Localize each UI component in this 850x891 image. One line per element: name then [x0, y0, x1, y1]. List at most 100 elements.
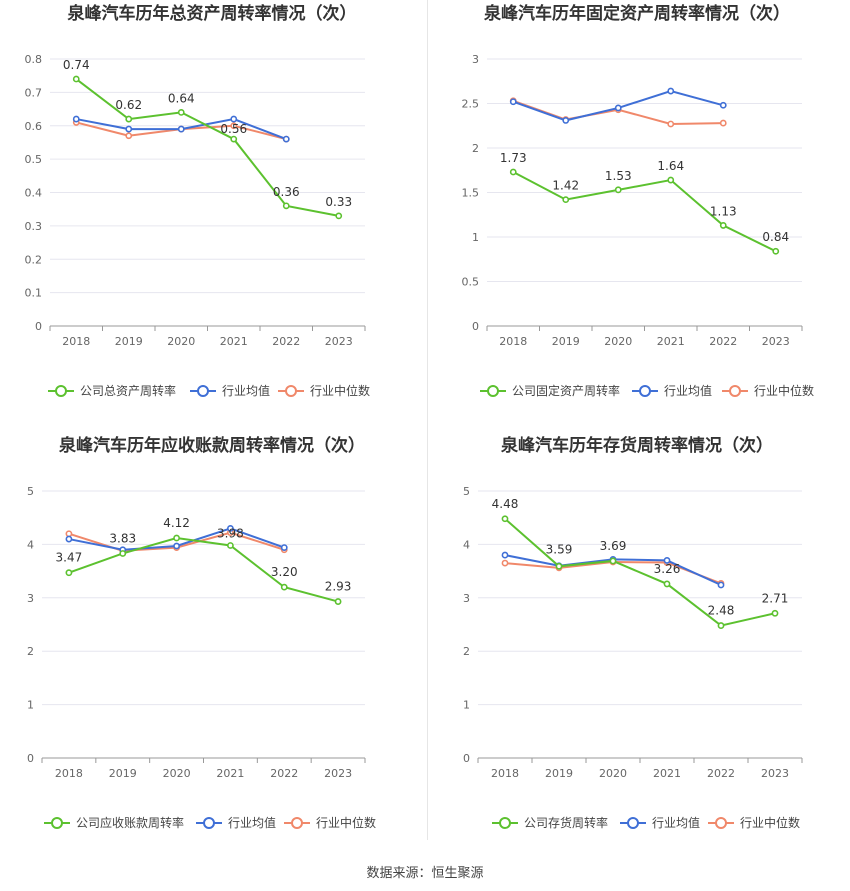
data-point-company: [335, 212, 343, 220]
data-label: 3.20: [271, 565, 298, 579]
y-tick-label: 3: [27, 592, 34, 605]
receivables-turnover-chart: 泉峰汽车历年应收账款周转率情况（次） 0 1 2 3 4 5 2018 2019 2020 2021…: [0, 432, 425, 864]
y-tick-label: 0: [27, 752, 34, 765]
y-tick-label: 1: [472, 231, 479, 244]
y-tick-label: 5: [27, 485, 34, 498]
data-point-company: [282, 202, 290, 210]
y-tick-label: 1.5: [462, 187, 480, 200]
y-tick-label: 0.5: [462, 276, 480, 289]
legend-label: 行业均值: [664, 383, 712, 398]
data-label: 1.13: [710, 204, 737, 218]
data-label: 0.84: [762, 230, 789, 244]
legend-label: 公司存货周转率: [524, 815, 608, 830]
data-point-company: [119, 550, 127, 557]
data-point-avg: [719, 101, 727, 109]
y-tick-label: 0: [35, 320, 42, 333]
series-line-company: [512, 171, 777, 253]
total-asset-turnover-chart: 泉峰汽车历年总资产周转率情况（次） 0 0.1 0.2 0.3 0.4 0.5 0.6 0.7 0…: [0, 0, 425, 432]
chart-svg: 泉峰汽车历年应收账款周转率情况（次） 0 1 2 3 4 5 2018 2019 2020 2021…: [27, 435, 376, 830]
data-point-avg: [667, 87, 675, 95]
data-point-avg: [173, 542, 180, 550]
legend-swatch-marker: [55, 385, 67, 397]
inventory-turnover-chart: 泉峰汽车历年存货周转率情况（次） 0 1 2 3 4 5 2018 2019 2020 2021 20…: [425, 432, 850, 864]
legend-label: 行业中位数: [754, 383, 814, 398]
data-label: 0.74: [63, 58, 90, 72]
x-tick-label: 2018: [55, 767, 83, 780]
data-label: 3.98: [217, 526, 244, 540]
data-point-median: [65, 530, 73, 538]
x-tick-label: 2022: [272, 335, 300, 348]
data-point-avg: [501, 551, 509, 559]
y-tick-label: 0.2: [25, 253, 43, 266]
data-point-company: [555, 562, 563, 570]
data-point-avg: [509, 98, 517, 106]
x-tick-label: 2022: [707, 767, 735, 780]
data-point-avg: [562, 117, 570, 124]
series-line-company: [504, 518, 776, 627]
data-label: 3.69: [600, 539, 627, 553]
y-tick-label: 0.3: [25, 220, 43, 233]
x-tick-label: 2019: [115, 335, 143, 348]
legend-label: 行业均值: [652, 815, 700, 830]
y-tick-label: 0.8: [25, 53, 43, 66]
x-tick-label: 2021: [216, 767, 244, 780]
chart-title: 泉峰汽车历年固定资产周转率情况（次）: [483, 3, 790, 24]
y-tick-label: 0.6: [25, 120, 43, 133]
data-label: 1.64: [657, 159, 684, 173]
data-point-avg: [65, 535, 73, 543]
chart-title: 泉峰汽车历年应收账款周转率情况（次）: [58, 435, 365, 456]
x-tick-label: 2020: [167, 335, 195, 348]
y-tick-label: 0: [472, 320, 479, 333]
x-tick-label: 2019: [545, 767, 573, 780]
data-point-avg: [125, 125, 133, 133]
data-label: 2.48: [708, 604, 735, 618]
chart-svg: 泉峰汽车历年存货周转率情况（次） 0 1 2 3 4 5 2018 2019 2020 2021 20…: [463, 435, 803, 830]
legend-label: 公司固定资产周转率: [512, 383, 620, 398]
data-label: 0.64: [168, 91, 195, 105]
fixed-asset-turnover-chart: 泉峰汽车历年固定资产周转率情况（次） 0 0.5 1 1.5 2 2.5 3 2018 2019 2…: [425, 0, 850, 432]
y-tick-label: 5: [463, 485, 470, 498]
data-point-avg: [227, 524, 234, 532]
y-tick-label: 2.5: [462, 98, 480, 111]
legend-swatch-marker: [639, 385, 651, 397]
legend-label: 行业均值: [222, 383, 270, 398]
data-label: 1.42: [552, 179, 579, 193]
x-tick-label: 2021: [653, 767, 681, 780]
legend-swatch-marker: [729, 385, 741, 397]
y-tick-label: 0.5: [25, 153, 43, 166]
legend-swatch-marker: [203, 817, 215, 829]
data-point-avg: [280, 544, 288, 552]
data-point-company: [667, 176, 675, 184]
chart-svg: 泉峰汽车历年固定资产周转率情况（次） 0 0.5 1 1.5 2 2.5 3 2018 2019 2…: [462, 3, 815, 398]
series-line-company: [68, 536, 339, 603]
data-point-company: [772, 247, 780, 255]
data-point-company: [719, 222, 727, 229]
data-point-company: [72, 75, 80, 83]
data-point-company: [173, 534, 180, 542]
legend-label: 公司应收账款周转率: [76, 815, 184, 830]
data-point-median: [719, 119, 727, 127]
y-tick-label: 0.7: [25, 86, 43, 99]
legend-label: 公司总资产周转率: [80, 383, 176, 398]
legend-swatch-marker: [291, 817, 303, 829]
x-tick-label: 2019: [109, 767, 137, 780]
data-label: 0.33: [325, 195, 352, 209]
data-point-median: [501, 559, 509, 567]
legend-swatch-marker: [51, 817, 63, 829]
y-tick-label: 1: [27, 699, 34, 712]
y-tick-label: 0.1: [25, 287, 43, 300]
x-tick-label: 2019: [552, 335, 580, 348]
legend-swatch-marker: [487, 385, 499, 397]
data-label: 0.62: [115, 98, 142, 112]
data-point-median: [230, 122, 238, 130]
legend-label: 行业中位数: [316, 815, 376, 830]
x-tick-label: 2020: [599, 767, 627, 780]
data-point-company: [501, 515, 509, 523]
data-point-company: [663, 580, 671, 588]
data-point-median: [125, 132, 133, 140]
x-tick-label: 2021: [220, 335, 248, 348]
data-point-company: [334, 598, 342, 605]
legend-label: 行业中位数: [740, 815, 800, 830]
y-tick-label: 2: [472, 142, 479, 155]
data-label: 3.47: [56, 551, 83, 565]
